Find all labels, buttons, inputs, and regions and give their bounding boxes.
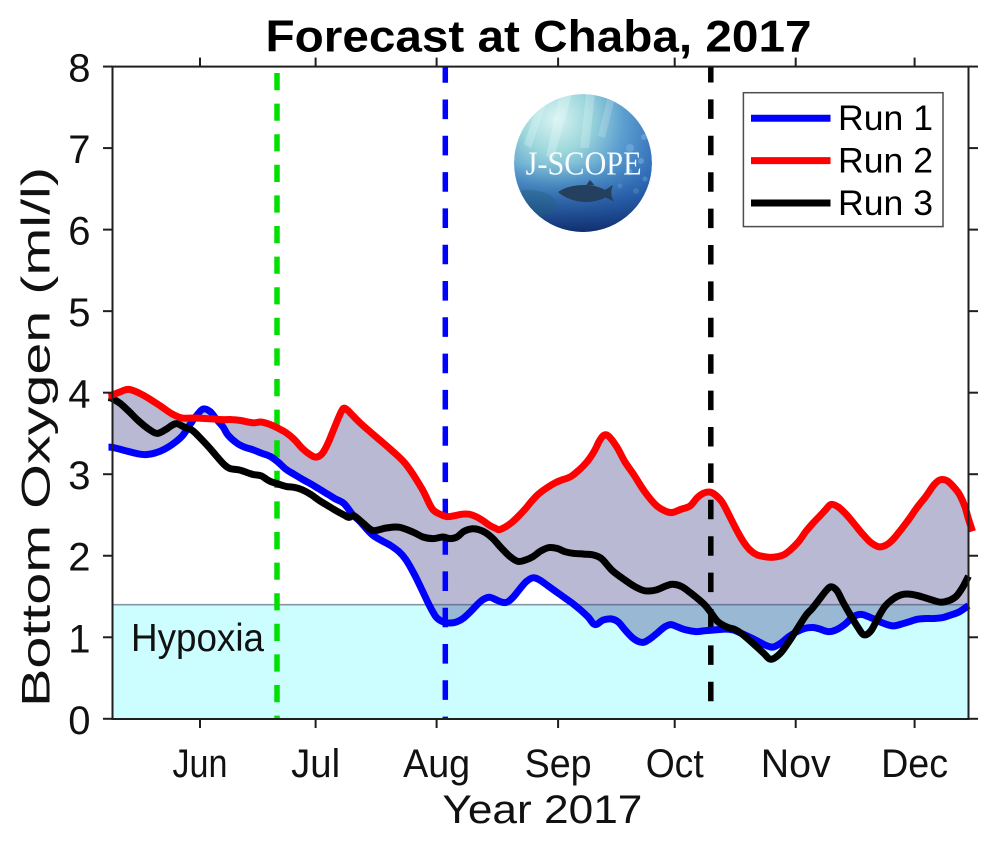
svg-text:Nov: Nov xyxy=(761,742,831,786)
svg-text:Oct: Oct xyxy=(646,742,704,786)
svg-text:2: 2 xyxy=(68,536,90,580)
svg-text:Run 1: Run 1 xyxy=(838,99,933,138)
svg-text:Jul: Jul xyxy=(291,742,340,786)
svg-text:8: 8 xyxy=(68,47,90,91)
svg-text:J-SCOPE: J-SCOPE xyxy=(526,146,642,183)
svg-text:Dec: Dec xyxy=(881,742,948,786)
svg-text:5: 5 xyxy=(68,291,90,335)
svg-text:Forecast at Chaba, 2017: Forecast at Chaba, 2017 xyxy=(266,13,812,62)
svg-text:4: 4 xyxy=(68,373,90,417)
svg-text:Run 3: Run 3 xyxy=(838,184,933,223)
svg-text:Hypoxia: Hypoxia xyxy=(131,617,264,660)
svg-text:Year 2017: Year 2017 xyxy=(442,788,642,832)
svg-text:0: 0 xyxy=(68,699,90,743)
svg-text:Run 2: Run 2 xyxy=(838,142,933,181)
svg-text:Bottom Oxygen (ml/l): Bottom Oxygen (ml/l) xyxy=(15,167,59,707)
svg-text:7: 7 xyxy=(68,128,90,172)
svg-text:Sep: Sep xyxy=(525,742,592,786)
svg-text:Jun: Jun xyxy=(173,742,228,786)
svg-text:6: 6 xyxy=(68,210,90,254)
svg-text:3: 3 xyxy=(68,454,90,498)
svg-text:1: 1 xyxy=(68,617,90,661)
svg-text:Aug: Aug xyxy=(403,742,470,786)
